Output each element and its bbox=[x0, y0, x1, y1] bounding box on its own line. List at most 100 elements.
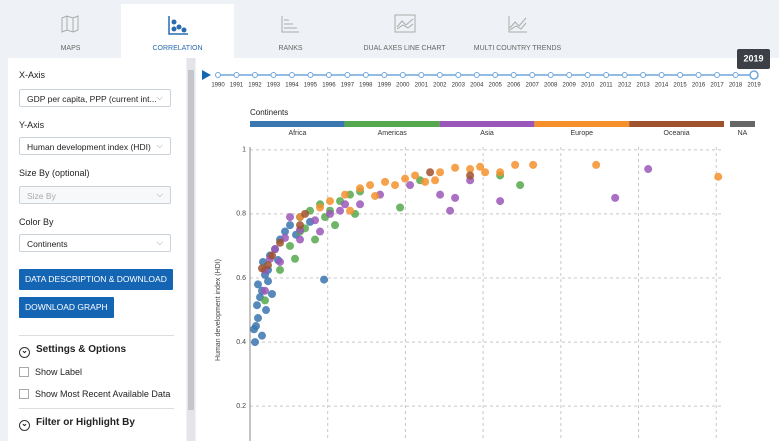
point[interactable] bbox=[316, 227, 325, 236]
timeline-point[interactable] bbox=[418, 72, 425, 78]
point[interactable] bbox=[592, 160, 601, 169]
point[interactable] bbox=[286, 241, 295, 250]
timeline-point[interactable] bbox=[270, 72, 277, 78]
point[interactable] bbox=[281, 227, 290, 236]
point[interactable] bbox=[276, 257, 285, 266]
point[interactable] bbox=[276, 265, 285, 274]
point[interactable] bbox=[296, 221, 305, 230]
timeline-point[interactable] bbox=[288, 72, 295, 78]
point[interactable] bbox=[406, 181, 415, 190]
point[interactable] bbox=[271, 245, 280, 254]
legend-swatch[interactable] bbox=[534, 121, 630, 127]
point[interactable] bbox=[262, 306, 271, 315]
section-title[interactable]: Filter or Highlight By bbox=[19, 417, 135, 431]
button[interactable]: DOWNLOAD GRAPH bbox=[19, 297, 114, 318]
point[interactable] bbox=[411, 171, 420, 180]
point[interactable] bbox=[341, 190, 350, 199]
point[interactable] bbox=[311, 216, 320, 225]
legend-swatch[interactable] bbox=[344, 121, 440, 127]
point[interactable] bbox=[301, 209, 310, 218]
point[interactable] bbox=[341, 200, 350, 209]
point[interactable] bbox=[401, 174, 410, 183]
tab[interactable]: MULTI COUNTRY TRENDS bbox=[461, 4, 574, 58]
point[interactable] bbox=[286, 221, 295, 230]
timeline-point[interactable] bbox=[749, 70, 759, 80]
point[interactable] bbox=[264, 277, 273, 286]
timeline-point[interactable] bbox=[215, 72, 221, 78]
point[interactable] bbox=[250, 325, 259, 334]
point[interactable] bbox=[496, 197, 505, 206]
dropdown[interactable]: Human development index (HDI) bbox=[19, 136, 171, 155]
timeline-point[interactable] bbox=[510, 72, 517, 78]
point[interactable] bbox=[446, 206, 455, 215]
legend-swatch[interactable] bbox=[629, 121, 724, 127]
point[interactable] bbox=[381, 177, 390, 186]
point[interactable] bbox=[644, 165, 653, 174]
point[interactable] bbox=[286, 213, 295, 222]
point[interactable] bbox=[611, 193, 620, 202]
point[interactable] bbox=[466, 165, 475, 174]
point[interactable] bbox=[320, 275, 329, 284]
point[interactable] bbox=[371, 191, 380, 200]
timeline-point[interactable] bbox=[251, 72, 258, 78]
timeline-point[interactable] bbox=[677, 72, 684, 78]
section-title[interactable]: Settings & Options bbox=[19, 344, 126, 358]
timeline-point[interactable] bbox=[658, 72, 665, 78]
point[interactable] bbox=[476, 162, 485, 171]
timeline-point[interactable] bbox=[492, 72, 499, 78]
point[interactable] bbox=[258, 264, 267, 273]
point[interactable] bbox=[254, 314, 263, 323]
point[interactable] bbox=[346, 206, 355, 215]
point[interactable] bbox=[291, 254, 300, 263]
timeline-point[interactable] bbox=[603, 72, 610, 78]
point[interactable] bbox=[511, 160, 520, 169]
point[interactable] bbox=[436, 168, 445, 177]
point[interactable] bbox=[451, 193, 460, 202]
timeline-point[interactable] bbox=[640, 72, 647, 78]
button[interactable]: DATA DESCRIPTION & DOWNLOAD bbox=[19, 269, 173, 290]
timeline-point[interactable] bbox=[307, 72, 314, 78]
scroll-thumb[interactable] bbox=[188, 70, 194, 410]
point[interactable] bbox=[311, 235, 320, 244]
point[interactable] bbox=[366, 181, 375, 190]
point[interactable] bbox=[436, 190, 445, 199]
checkbox[interactable]: Show Most Recent Available Data bbox=[19, 389, 170, 399]
point[interactable] bbox=[396, 203, 405, 212]
point[interactable] bbox=[326, 197, 335, 206]
legend-swatch[interactable] bbox=[730, 121, 755, 127]
timeline-point[interactable] bbox=[325, 72, 332, 78]
point[interactable] bbox=[326, 209, 335, 218]
point[interactable] bbox=[316, 203, 325, 212]
timeline-point[interactable] bbox=[621, 72, 628, 78]
tab[interactable]: RANKS bbox=[234, 4, 347, 58]
timeline-point[interactable] bbox=[473, 72, 480, 78]
point[interactable] bbox=[714, 172, 723, 181]
point[interactable] bbox=[268, 290, 277, 299]
point[interactable] bbox=[451, 163, 460, 172]
tab[interactable]: CORRELATION bbox=[121, 4, 234, 58]
point[interactable] bbox=[481, 168, 490, 177]
dropdown[interactable]: Size By bbox=[19, 185, 171, 204]
point[interactable] bbox=[258, 331, 267, 340]
point[interactable] bbox=[268, 251, 277, 260]
play-button[interactable] bbox=[202, 70, 211, 80]
point[interactable] bbox=[251, 338, 260, 347]
timeline-point[interactable] bbox=[399, 72, 406, 78]
timeline-point[interactable] bbox=[695, 72, 702, 78]
timeline-point[interactable] bbox=[455, 72, 462, 78]
point[interactable] bbox=[261, 286, 270, 295]
legend-swatch[interactable] bbox=[439, 121, 535, 127]
timeline-point[interactable] bbox=[344, 72, 351, 78]
point[interactable] bbox=[356, 184, 365, 193]
point[interactable] bbox=[529, 160, 538, 169]
point[interactable] bbox=[336, 206, 345, 215]
timeline-point[interactable] bbox=[362, 72, 369, 78]
point[interactable] bbox=[261, 296, 270, 305]
point[interactable] bbox=[496, 168, 505, 177]
dropdown[interactable]: Continents bbox=[19, 233, 171, 252]
timeline-point[interactable] bbox=[436, 72, 443, 78]
point[interactable] bbox=[466, 171, 475, 180]
timeline-point[interactable] bbox=[547, 72, 554, 78]
point[interactable] bbox=[516, 181, 525, 190]
point[interactable] bbox=[431, 176, 440, 185]
